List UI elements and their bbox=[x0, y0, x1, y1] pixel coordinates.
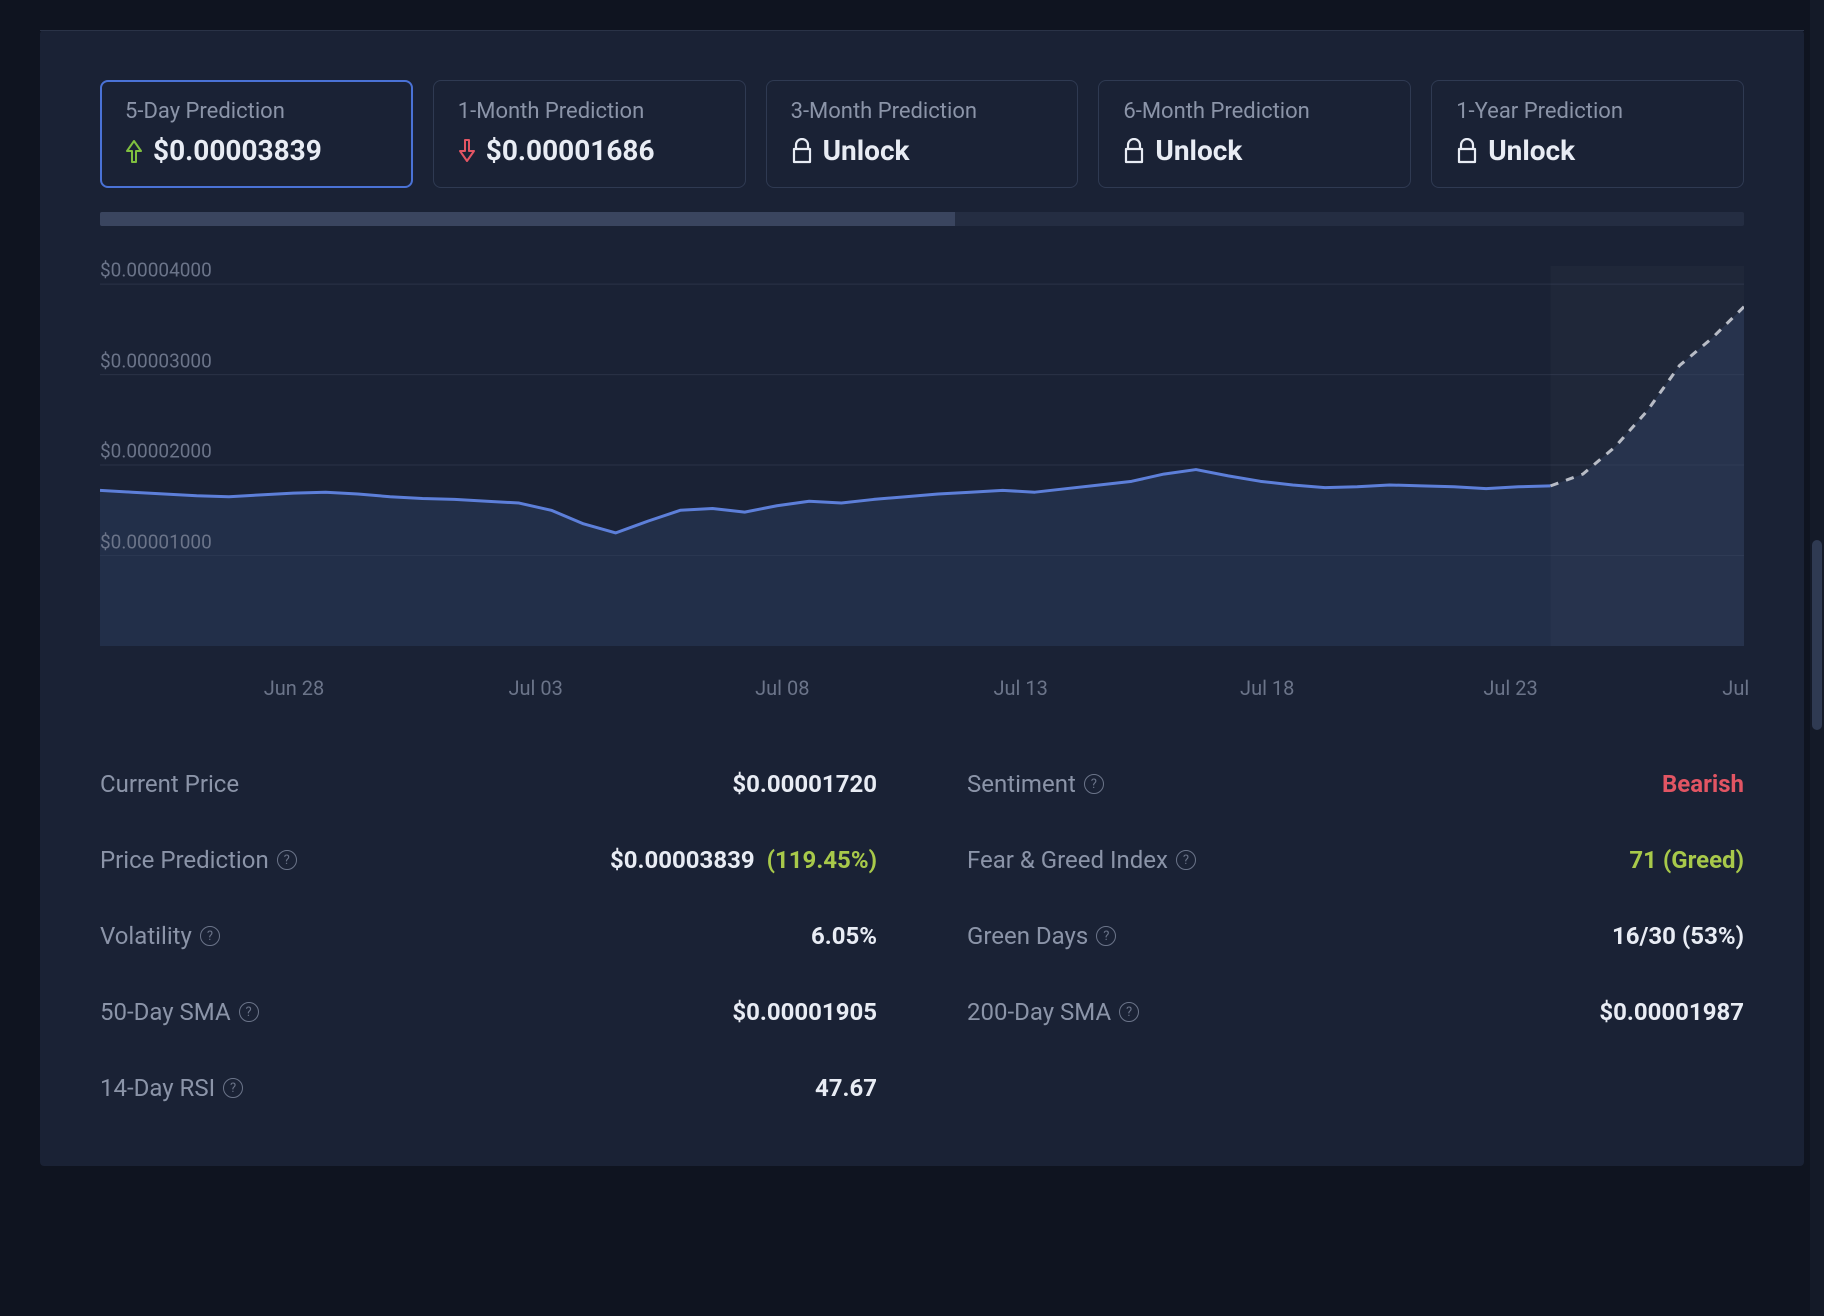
stat-label: Current Price bbox=[100, 770, 239, 798]
stat-label: Price Prediction? bbox=[100, 846, 297, 874]
stat-label: Sentiment? bbox=[967, 770, 1104, 798]
help-icon[interactable]: ? bbox=[1119, 1002, 1139, 1022]
tab-1year[interactable]: 1-Year Prediction Unlock bbox=[1431, 80, 1744, 188]
scrollbar-thumb[interactable] bbox=[1812, 540, 1822, 730]
stat-row: Fear & Greed Index? 71 (Greed) bbox=[967, 822, 1744, 898]
chart-svg bbox=[100, 266, 1744, 646]
stat-label: 14-Day RSI? bbox=[100, 1074, 243, 1102]
x-tick-label: Jul 18 bbox=[1240, 676, 1294, 700]
tab-value: Unlock bbox=[1155, 134, 1242, 167]
lock-icon bbox=[1456, 138, 1478, 164]
tab-5day[interactable]: 5-Day Prediction $0.00003839 bbox=[100, 80, 413, 188]
stat-value: $0.00001987 bbox=[1599, 998, 1744, 1026]
x-tick-label: Jul 08 bbox=[755, 676, 809, 700]
stat-label: Fear & Greed Index? bbox=[967, 846, 1196, 874]
tab-1month[interactable]: 1-Month Prediction $0.00001686 bbox=[433, 80, 746, 188]
tab-3month[interactable]: 3-Month Prediction Unlock bbox=[766, 80, 1079, 188]
stat-label: 50-Day SMA? bbox=[100, 998, 259, 1026]
x-tick-label: Jul bbox=[1722, 676, 1749, 700]
stat-row: 200-Day SMA? $0.00001987 bbox=[967, 974, 1744, 1050]
lock-icon bbox=[791, 138, 813, 164]
arrow-up-icon bbox=[125, 139, 143, 163]
stats-right-col: Sentiment? Bearish Fear & Greed Index? 71 (… bbox=[967, 746, 1744, 1126]
tab-label: 6-Month Prediction bbox=[1123, 99, 1386, 124]
stat-value: 71 (Greed) bbox=[1629, 846, 1744, 874]
y-tick-label: $0.00003000 bbox=[100, 349, 212, 372]
stat-value: 6.05% bbox=[811, 922, 877, 950]
stat-row: 14-Day RSI? 47.67 bbox=[100, 1050, 877, 1126]
stat-row: 50-Day SMA? $0.00001905 bbox=[100, 974, 877, 1050]
stats-left-col: Current Price $0.00001720 Price Prediction… bbox=[100, 746, 877, 1126]
progress-bar bbox=[100, 212, 1744, 226]
stat-value: 47.67 bbox=[815, 1074, 877, 1102]
tab-value: Unlock bbox=[823, 134, 910, 167]
stat-value: $0.00001905 bbox=[732, 998, 877, 1026]
stats-grid: Current Price $0.00001720 Price Prediction… bbox=[100, 746, 1744, 1126]
stat-label: Volatility? bbox=[100, 922, 220, 950]
help-icon[interactable]: ? bbox=[1084, 774, 1104, 794]
stat-label: Green Days? bbox=[967, 922, 1116, 950]
help-icon[interactable]: ? bbox=[239, 1002, 259, 1022]
stat-value: Bearish bbox=[1662, 770, 1744, 798]
help-icon[interactable]: ? bbox=[1176, 850, 1196, 870]
x-tick-label: Jul 23 bbox=[1483, 676, 1537, 700]
tab-label: 1-Month Prediction bbox=[458, 99, 721, 124]
tab-6month[interactable]: 6-Month Prediction Unlock bbox=[1098, 80, 1411, 188]
lock-icon bbox=[1123, 138, 1145, 164]
stat-value: $0.00001720 bbox=[732, 770, 877, 798]
prediction-tabs: 5-Day Prediction $0.00003839 1-Month Pre… bbox=[100, 80, 1744, 188]
help-icon[interactable]: ? bbox=[223, 1078, 243, 1098]
y-tick-label: $0.00001000 bbox=[100, 530, 212, 553]
stat-row: Current Price $0.00001720 bbox=[100, 746, 877, 822]
prediction-panel: 5-Day Prediction $0.00003839 1-Month Pre… bbox=[40, 30, 1804, 1166]
tab-label: 5-Day Prediction bbox=[125, 99, 388, 124]
y-tick-label: $0.00002000 bbox=[100, 440, 212, 463]
tab-value: Unlock bbox=[1488, 134, 1575, 167]
tab-label: 3-Month Prediction bbox=[791, 99, 1054, 124]
stat-row: Green Days? 16/30 (53%) bbox=[967, 898, 1744, 974]
stat-row: Volatility? 6.05% bbox=[100, 898, 877, 974]
help-icon[interactable]: ? bbox=[200, 926, 220, 946]
stat-value: 16/30 (53%) bbox=[1612, 922, 1744, 950]
scrollbar[interactable] bbox=[1810, 0, 1824, 1316]
stat-value: $0.00003839(119.45%) bbox=[610, 846, 877, 874]
x-tick-label: Jul 03 bbox=[508, 676, 562, 700]
progress-fill bbox=[100, 212, 955, 226]
arrow-down-icon bbox=[458, 139, 476, 163]
x-tick-label: Jul 13 bbox=[993, 676, 1047, 700]
x-tick-label: Jun 28 bbox=[264, 676, 325, 700]
y-tick-label: $0.00004000 bbox=[100, 259, 212, 282]
help-icon[interactable]: ? bbox=[1096, 926, 1116, 946]
tab-value: $0.00001686 bbox=[486, 134, 655, 167]
tab-label: 1-Year Prediction bbox=[1456, 99, 1719, 124]
tab-value: $0.00003839 bbox=[153, 134, 322, 167]
x-axis: Jun 28Jul 03Jul 08Jul 13Jul 18Jul 23Jul bbox=[100, 676, 1744, 706]
price-chart[interactable]: $0.00001000$0.00002000$0.00003000$0.0000… bbox=[100, 266, 1744, 706]
stat-row: Price Prediction? $0.00003839(119.45%) bbox=[100, 822, 877, 898]
stat-row: Sentiment? Bearish bbox=[967, 746, 1744, 822]
stat-label: 200-Day SMA? bbox=[967, 998, 1139, 1026]
help-icon[interactable]: ? bbox=[277, 850, 297, 870]
